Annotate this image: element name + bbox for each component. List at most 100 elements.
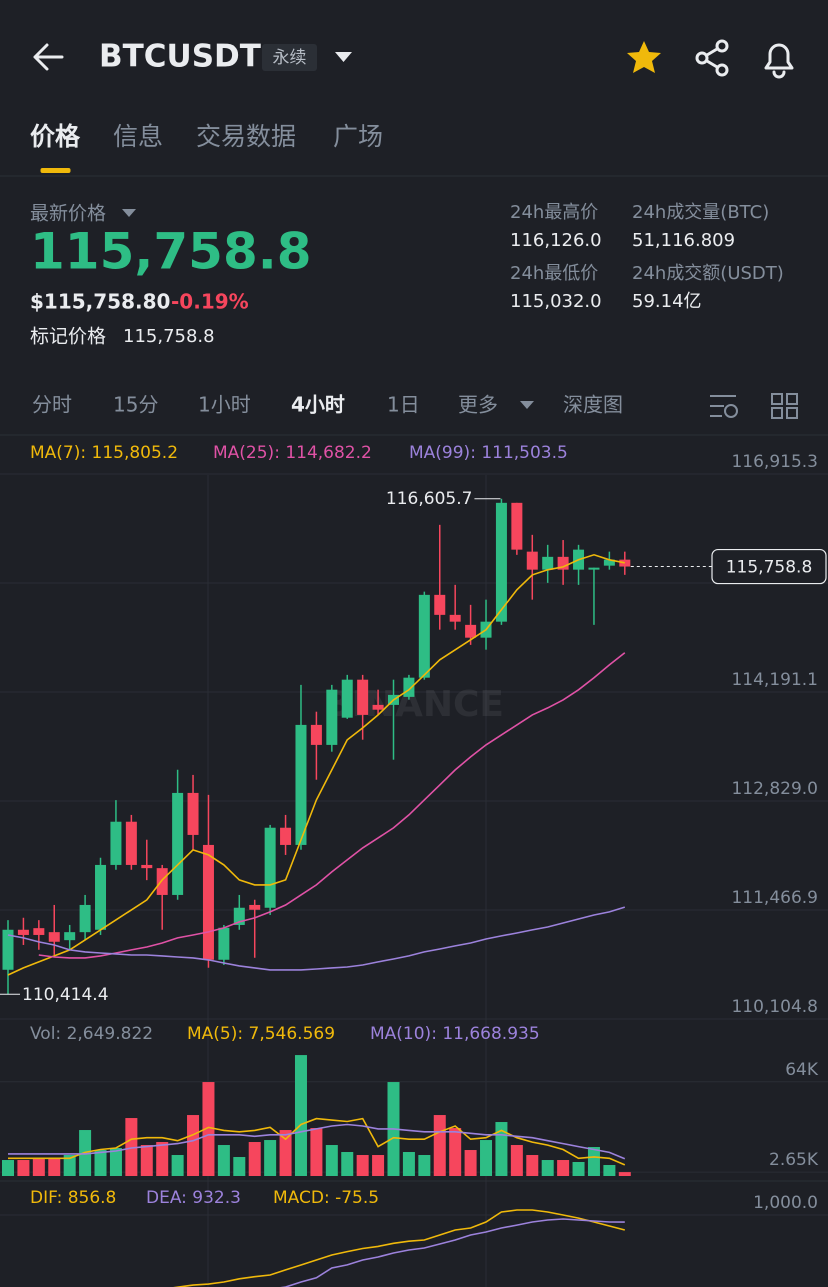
volume-bar xyxy=(279,1130,292,1176)
indicator-settings[interactable] xyxy=(710,395,738,418)
volume-bar xyxy=(526,1155,539,1176)
symbol-dropdown[interactable] xyxy=(335,52,352,62)
volume-bar xyxy=(557,1160,570,1176)
indicator-line xyxy=(38,652,626,959)
stat-label: 24h最高价 xyxy=(510,202,598,223)
tab[interactable]: 价格 xyxy=(30,122,81,151)
candle-body xyxy=(202,844,214,960)
interval[interactable]: 深度图 xyxy=(563,393,623,417)
volume-bar xyxy=(140,1145,153,1176)
y-tick-label: 112,829.0 xyxy=(731,779,818,799)
candle-body xyxy=(280,827,292,845)
back-button[interactable] xyxy=(33,43,64,71)
volume-title: Vol: 2,649.822 xyxy=(30,1024,153,1044)
candle-body xyxy=(218,927,230,960)
volume-bar xyxy=(418,1155,431,1176)
candle-body xyxy=(434,594,446,615)
interval[interactable]: 4小时 xyxy=(291,393,345,417)
tab[interactable]: 信息 xyxy=(113,122,163,151)
candle-body xyxy=(418,594,430,678)
share-button[interactable] xyxy=(695,39,729,77)
volume-bar xyxy=(63,1155,76,1176)
alert-bell[interactable] xyxy=(764,43,794,79)
badge-bg xyxy=(262,44,317,71)
interval[interactable]: 15分 xyxy=(113,393,158,417)
more-dropdown[interactable] xyxy=(520,401,534,409)
layout-button[interactable] xyxy=(771,393,798,419)
volume-bar xyxy=(510,1145,523,1176)
max-marker: 116,605.7 xyxy=(386,489,473,509)
price-dropdown[interactable] xyxy=(122,209,136,217)
volume-bar xyxy=(109,1148,122,1176)
interval[interactable]: 更多 xyxy=(458,393,498,417)
legend-entry: MA(7): 115,805.2 xyxy=(30,443,178,463)
candle-body xyxy=(495,502,507,622)
interval[interactable]: 1小时 xyxy=(198,393,251,417)
candle-body xyxy=(110,821,122,865)
tab[interactable]: 广场 xyxy=(333,122,383,151)
volume-bar xyxy=(264,1140,277,1176)
volume-bar xyxy=(32,1158,45,1176)
stat-label: 24h成交额(USDT) xyxy=(632,263,784,284)
stat-value: 59.14亿 xyxy=(632,291,702,312)
y-tick-label: 64K xyxy=(785,1060,819,1080)
last-price-label: 最新价格 xyxy=(30,203,106,225)
candle-body xyxy=(295,724,307,845)
volume-bar xyxy=(541,1160,554,1176)
legend-entry: MA(10): 11,668.935 xyxy=(370,1024,540,1044)
volume-bar xyxy=(587,1147,600,1176)
volume-bar xyxy=(171,1155,184,1176)
indicator-line xyxy=(280,1218,625,1287)
candle-body xyxy=(172,792,184,895)
candle-body xyxy=(33,928,45,935)
indicator-line xyxy=(7,906,626,971)
volume-bar xyxy=(603,1165,616,1176)
volume-bar xyxy=(464,1150,477,1176)
usd-price: $115,758.80 xyxy=(30,290,170,314)
candle-body xyxy=(588,567,600,570)
indicator-line xyxy=(7,553,625,976)
last-price-tag: 115,758.8 xyxy=(726,558,813,578)
candle-body xyxy=(2,929,14,970)
volume-bar xyxy=(187,1115,200,1176)
y-tick-label: 2.65K xyxy=(769,1150,819,1170)
candle-body xyxy=(249,904,261,910)
volume-bar xyxy=(433,1115,446,1176)
volume-bar xyxy=(156,1142,169,1176)
volume-bar xyxy=(572,1162,585,1176)
interval[interactable]: 分时 xyxy=(32,393,72,417)
candle-body xyxy=(542,556,554,570)
y-tick-label: 114,191.1 xyxy=(731,670,818,690)
volume-bar xyxy=(217,1145,230,1176)
volume-bar xyxy=(17,1160,30,1176)
candle-body xyxy=(125,821,137,865)
favorite-star[interactable] xyxy=(627,41,661,73)
price-change: -0.19% xyxy=(171,290,249,314)
volume-bar xyxy=(618,1172,631,1176)
candle-body xyxy=(557,556,569,570)
legend-entry: DIF: 856.8 xyxy=(30,1188,116,1208)
y-tick-label: 111,466.9 xyxy=(731,888,818,908)
volume-bar xyxy=(325,1145,338,1176)
candle-body xyxy=(465,624,477,638)
volume-bar xyxy=(294,1055,307,1176)
y-tick-label: 116,915.3 xyxy=(731,452,818,472)
candle-body xyxy=(310,724,322,745)
last-price-tag-bg xyxy=(711,548,827,585)
symbol-title[interactable]: BTCUSDT xyxy=(99,39,261,75)
volume-bar xyxy=(94,1150,107,1176)
candle-body xyxy=(233,907,245,925)
candle-body xyxy=(341,679,353,718)
candle-body xyxy=(187,792,199,835)
candle-body xyxy=(141,864,153,869)
indicator-line xyxy=(8,1117,626,1166)
tab[interactable]: 交易数据 xyxy=(196,122,296,151)
volume-bar xyxy=(356,1155,369,1176)
min-marker: 110,414.4 xyxy=(22,985,109,1005)
tab-indicator xyxy=(40,168,71,173)
legend-entry: MA(99): 111,503.5 xyxy=(409,443,568,463)
mark-price: 115,758.8 xyxy=(123,326,215,347)
interval[interactable]: 1日 xyxy=(387,393,420,417)
